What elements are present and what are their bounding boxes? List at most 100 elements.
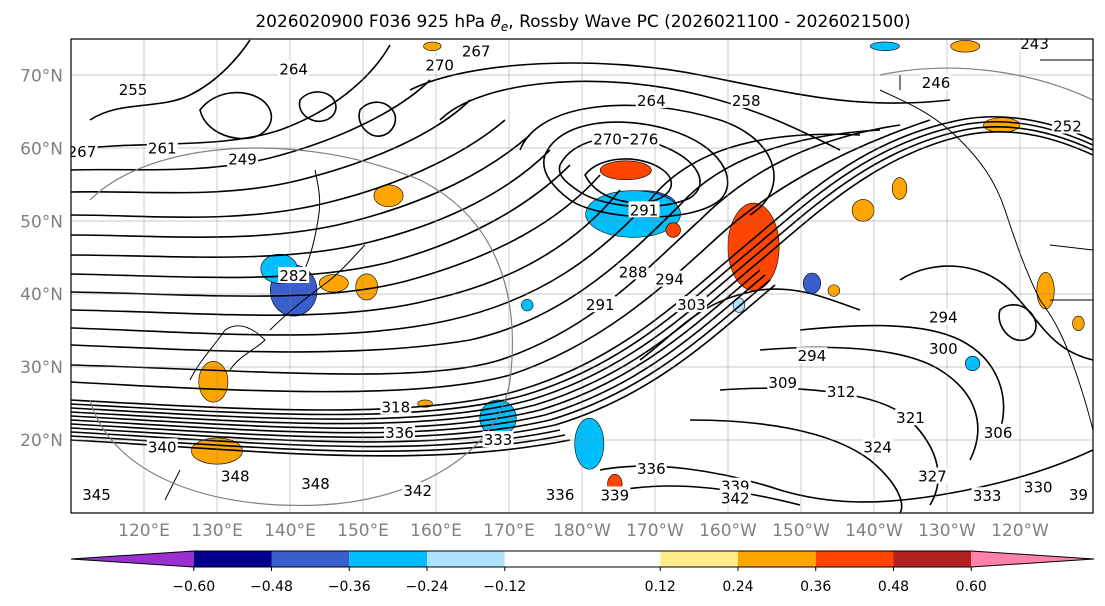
lon-label-130: 130°E bbox=[191, 521, 243, 541]
contour-label-bg bbox=[1051, 117, 1083, 134]
contour-line bbox=[199, 91, 273, 140]
lat-label-30: 30°N bbox=[20, 358, 63, 378]
colorbar-segment-6 bbox=[504, 551, 661, 567]
lon-label-150: 150°E bbox=[337, 521, 389, 541]
contour-label: 330 bbox=[1024, 478, 1053, 496]
contour-line bbox=[71, 439, 571, 457]
colorbar-tick-label: −0.12 bbox=[483, 579, 526, 595]
contour-label-bg bbox=[895, 409, 926, 426]
map-content: 267 270 264 255 267 261 249 264 258 246 243 252 270 2… bbox=[68, 35, 1093, 513]
shaded-anomaly-23 bbox=[870, 41, 900, 51]
contour-labels: 267 270 264 255 267 261 249 264 258 246 243 252 270 2… bbox=[68, 35, 1090, 507]
contour-label-bg bbox=[767, 374, 799, 391]
colorbar-segment-2 bbox=[193, 551, 272, 567]
shaded-anomaly-11 bbox=[355, 273, 378, 301]
contour-label-bg bbox=[635, 460, 667, 477]
contour-label: 318 bbox=[382, 398, 411, 416]
colorbar-tick-label: −0.48 bbox=[250, 579, 293, 595]
contour-label: 306 bbox=[984, 424, 1013, 442]
contour-label-bg bbox=[676, 296, 707, 313]
colorbar-segment-8 bbox=[738, 551, 816, 567]
shaded-anomaly-22 bbox=[423, 41, 442, 51]
contour-label: 294 bbox=[798, 347, 827, 365]
contour-label: 291 bbox=[630, 201, 659, 219]
contour-label-bg bbox=[544, 485, 576, 502]
contour-label: 39 bbox=[1069, 486, 1088, 504]
contour-label: 258 bbox=[732, 92, 761, 110]
shaded-anomaly-28 bbox=[964, 355, 981, 372]
colorbar-segment-7 bbox=[660, 551, 738, 567]
contour-label-bg bbox=[719, 489, 751, 506]
contour-line bbox=[71, 149, 551, 258]
coastline bbox=[299, 169, 321, 281]
coastlines bbox=[164, 59, 1093, 501]
contour-label: 339 bbox=[601, 486, 630, 504]
contour-label-bg bbox=[219, 467, 251, 484]
contour-line bbox=[71, 115, 1093, 411]
contour-line bbox=[71, 134, 531, 238]
colorbar-tick-label: 0.60 bbox=[956, 579, 987, 595]
colorbar-segment-11 bbox=[971, 551, 1094, 567]
contour-label-bg bbox=[384, 423, 415, 440]
contour-label-bg bbox=[628, 201, 660, 218]
shaded-anomaly-5 bbox=[599, 160, 652, 181]
contour-label-bg bbox=[402, 482, 434, 499]
contour-label-bg bbox=[730, 91, 762, 108]
shaded-anomaly-8 bbox=[574, 417, 605, 470]
contour-label: 300 bbox=[929, 340, 958, 358]
contour-label: 333 bbox=[484, 431, 513, 449]
contour-label: 249 bbox=[228, 150, 257, 168]
contour-label: 303 bbox=[677, 296, 706, 314]
coastline bbox=[189, 325, 266, 381]
contour-label-bg bbox=[1067, 485, 1090, 502]
contour-label: 264 bbox=[279, 61, 308, 79]
contour-line bbox=[689, 419, 903, 513]
contour-line bbox=[543, 121, 729, 218]
contour-line bbox=[89, 39, 251, 121]
contour-label-bg bbox=[584, 296, 616, 313]
contour-label: 333 bbox=[973, 487, 1002, 505]
lon-label-190: 170°W bbox=[626, 521, 684, 541]
contour-label: 246 bbox=[922, 74, 951, 92]
contour-label: 345 bbox=[82, 486, 111, 504]
contour-line bbox=[71, 174, 601, 297]
colorbar-segment-3 bbox=[271, 551, 350, 567]
contour-line bbox=[71, 120, 1093, 416]
colorbar-tick-label: 0.48 bbox=[878, 579, 909, 595]
lon-label-170: 170°E bbox=[483, 521, 535, 541]
contour-line bbox=[71, 133, 861, 336]
contour-label: 336 bbox=[637, 460, 666, 478]
contour-label-bg bbox=[380, 398, 412, 415]
contour-label-bg bbox=[592, 130, 624, 147]
contour-label-bg bbox=[278, 267, 310, 283]
map-frame bbox=[70, 38, 1094, 514]
contour-line bbox=[71, 279, 771, 439]
contour-label: 291 bbox=[586, 296, 615, 314]
contour-line bbox=[71, 269, 761, 429]
contour-label-bg bbox=[424, 56, 456, 73]
lon-label-180: 180°W bbox=[553, 521, 611, 541]
colorbar-tick-label: −0.24 bbox=[406, 579, 449, 595]
contour-line bbox=[71, 189, 621, 316]
lat-label-70: 70°N bbox=[20, 66, 63, 86]
contour-label: 267 bbox=[68, 143, 97, 161]
contour-label: 252 bbox=[1053, 118, 1082, 136]
contour-line bbox=[71, 129, 881, 353]
longitude-labels: 120°E 130°E 140°E 150°E 160°E 170°E 180°W 170°W… bbox=[118, 521, 1049, 541]
contour-label: 321 bbox=[896, 409, 925, 427]
title-theta-symbol: θ bbox=[491, 12, 502, 32]
contour-label: 270 bbox=[425, 56, 454, 74]
contour-line bbox=[71, 130, 1093, 425]
contour-label: 270 bbox=[593, 131, 622, 149]
shaded-anomaly-17 bbox=[1036, 272, 1055, 310]
shaded-anomaly-10 bbox=[198, 361, 229, 403]
title-subscript: e bbox=[501, 20, 508, 34]
contour-label: 348 bbox=[301, 475, 330, 493]
coastline bbox=[269, 244, 366, 331]
contour-label: 340 bbox=[148, 438, 177, 456]
contour-label: 243 bbox=[1020, 35, 1049, 53]
contour-line bbox=[619, 485, 801, 506]
contour-label: 294 bbox=[655, 271, 684, 289]
lat-label-20: 20°N bbox=[20, 431, 63, 451]
